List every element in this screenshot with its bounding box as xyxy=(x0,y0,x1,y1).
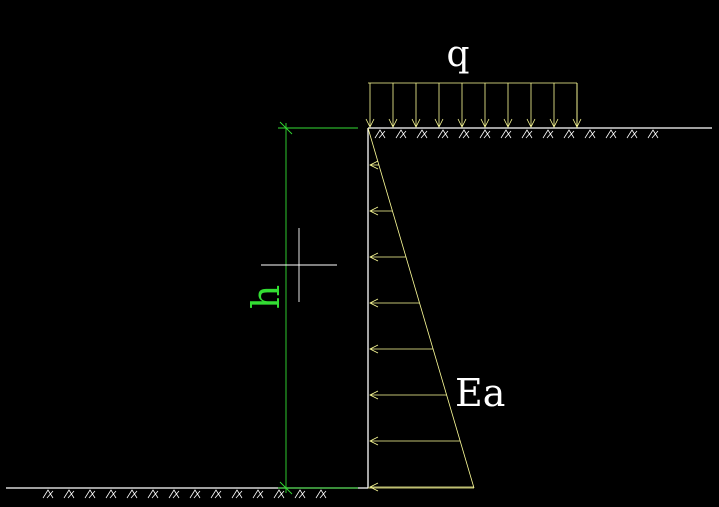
soil-hatch-mark xyxy=(626,129,638,139)
surcharge-arrowhead xyxy=(434,118,444,128)
pressure-arrowhead xyxy=(369,390,379,400)
pressure-arrowhead xyxy=(369,344,379,354)
surcharge-label: q xyxy=(446,34,469,75)
soil-hatch-mark xyxy=(647,129,659,139)
soil-hatch-mark xyxy=(231,489,243,499)
pressure-arrowhead xyxy=(369,482,379,492)
soil-hatch-mark xyxy=(126,489,138,499)
earth-pressure-label: Ea xyxy=(455,371,505,415)
dimension-tick-bottom xyxy=(279,481,293,495)
retaining-wall-structure xyxy=(6,127,712,489)
pressure-arrows xyxy=(369,160,474,492)
upper-soil-hatching xyxy=(374,129,659,139)
lower-soil-hatching xyxy=(42,489,327,499)
soil-hatch-mark xyxy=(210,489,222,499)
surcharge-arrowhead xyxy=(411,118,421,128)
soil-hatch-mark xyxy=(273,489,285,499)
soil-hatch-mark xyxy=(521,129,533,139)
crosshair-cursor-icon xyxy=(261,228,337,302)
height-dimension xyxy=(278,121,358,495)
surcharge-load xyxy=(365,82,582,128)
soil-hatch-mark xyxy=(542,129,554,139)
soil-hatch-mark xyxy=(584,129,596,139)
soil-hatch-mark xyxy=(458,129,470,139)
soil-hatch-mark xyxy=(395,129,407,139)
soil-hatch-mark xyxy=(147,489,159,499)
surcharge-arrowhead xyxy=(549,118,559,128)
soil-hatch-mark xyxy=(84,489,96,499)
soil-hatch-mark xyxy=(374,129,386,139)
soil-hatch-mark xyxy=(416,129,428,139)
soil-hatch-mark xyxy=(605,129,617,139)
soil-hatch-mark xyxy=(479,129,491,139)
soil-hatch-mark xyxy=(105,489,117,499)
soil-hatch-mark xyxy=(294,489,306,499)
soil-hatch-mark xyxy=(252,489,264,499)
soil-hatch-mark xyxy=(563,129,575,139)
pressure-arrowhead xyxy=(369,160,379,170)
soil-hatch-mark xyxy=(189,489,201,499)
pressure-arrowhead xyxy=(369,252,379,262)
pressure-arrowhead xyxy=(369,436,379,446)
surcharge-arrows xyxy=(365,83,582,128)
surcharge-arrowhead xyxy=(526,118,536,128)
height-label: h xyxy=(244,285,288,309)
soil-hatch-mark xyxy=(168,489,180,499)
soil-hatch-mark xyxy=(63,489,75,499)
soil-hatch-mark xyxy=(42,489,54,499)
soil-hatch-mark xyxy=(500,129,512,139)
surcharge-arrowhead xyxy=(388,118,398,128)
pressure-arrowhead xyxy=(369,298,379,308)
soil-hatch-mark xyxy=(437,129,449,139)
pressure-arrowhead xyxy=(369,206,379,216)
soil-hatch-mark xyxy=(315,489,327,499)
surcharge-arrowhead xyxy=(503,118,513,128)
surcharge-arrowhead xyxy=(365,118,375,128)
dimension-tick-top xyxy=(279,121,293,135)
surcharge-arrowhead xyxy=(457,118,467,128)
surcharge-arrowhead xyxy=(572,118,582,128)
surcharge-arrowhead xyxy=(480,118,490,128)
pressure-envelope-line xyxy=(367,127,475,489)
earth-pressure-diagram xyxy=(367,127,475,492)
